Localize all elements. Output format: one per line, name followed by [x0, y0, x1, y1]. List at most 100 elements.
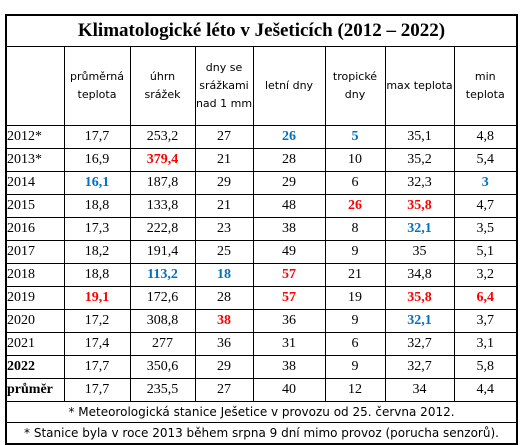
value-cell: 222,8	[129, 217, 196, 241]
value-cell: 4,8	[453, 125, 518, 149]
value-cell: 19	[324, 286, 386, 310]
value-cell: 350,6	[129, 355, 196, 379]
value-cell: 35,8	[384, 286, 455, 310]
value-cell: 17,7	[63, 125, 131, 149]
value-cell: 16,1	[63, 171, 131, 195]
row-label-cell: 2015	[5, 194, 65, 218]
value-cell: 27	[194, 125, 254, 149]
value-cell: 26	[252, 125, 326, 149]
table-row: 2012* 17,7 253,2 27 26 5 35,1 4,8	[5, 125, 518, 149]
value-cell: 18	[194, 263, 254, 287]
value-cell: 31	[252, 332, 326, 356]
value-cell: 38	[194, 309, 254, 333]
column-header: max teplota	[384, 46, 455, 126]
value-cell: 6	[324, 332, 386, 356]
value-cell: 32,3	[384, 171, 455, 195]
table-row: 2016 17,3 222,8 23 38 8 32,1 3,5	[5, 217, 518, 241]
value-cell: 9	[324, 355, 386, 379]
value-cell: 28	[194, 286, 254, 310]
value-cell: 12	[324, 378, 386, 402]
value-cell: 21	[324, 263, 386, 287]
table-row: 2022 17,7 350,6 29 38 9 32,7 5,8	[5, 355, 518, 379]
value-cell: 8	[324, 217, 386, 241]
value-cell: 379,4	[129, 148, 196, 172]
value-cell: 3	[453, 171, 518, 195]
value-cell: 6	[324, 171, 386, 195]
value-cell: 6,4	[453, 286, 518, 310]
value-cell: 27	[194, 378, 254, 402]
row-label-cell: 2021	[5, 332, 65, 356]
table-row: 2019 19,1 172,6 28 57 19 35,8 6,4	[5, 286, 518, 310]
value-cell: 49	[252, 240, 326, 264]
value-cell: 25	[194, 240, 254, 264]
value-cell: 9	[324, 240, 386, 264]
value-cell: 5,4	[453, 148, 518, 172]
row-label-cell: 2019	[5, 286, 65, 310]
footnote: * Meteorologická stanice Ješetice v prov…	[5, 401, 518, 423]
value-cell: 5,1	[453, 240, 518, 264]
value-cell: 23	[194, 217, 254, 241]
value-cell: 5,8	[453, 355, 518, 379]
value-cell: 34	[384, 378, 455, 402]
value-cell: 32,1	[384, 309, 455, 333]
value-cell: 21	[194, 194, 254, 218]
value-cell: 10	[324, 148, 386, 172]
value-cell: 38	[252, 355, 326, 379]
value-cell: 19,1	[63, 286, 131, 310]
value-cell: 9	[324, 309, 386, 333]
value-cell: 277	[129, 332, 196, 356]
value-cell: 17,2	[63, 309, 131, 333]
value-cell: 187,8	[129, 171, 196, 195]
value-cell: 18,8	[63, 194, 131, 218]
column-header: tropické dny	[324, 46, 386, 126]
value-cell: 191,4	[129, 240, 196, 264]
table-row: 2020 17,2 308,8 38 36 9 32,1 3,7	[5, 309, 518, 333]
table-row: 2015 18,8 133,8 21 48 26 35,8 4,7	[5, 194, 518, 218]
value-cell: 3,1	[453, 332, 518, 356]
footnote: * Stanice byla v roce 2013 během srpna 9…	[5, 422, 518, 445]
row-label-cell: 2022	[5, 355, 65, 379]
value-cell: 18,8	[63, 263, 131, 287]
value-cell: 26	[324, 194, 386, 218]
value-cell: 172,6	[129, 286, 196, 310]
value-cell: 308,8	[129, 309, 196, 333]
value-cell: 21	[194, 148, 254, 172]
value-cell: 40	[252, 378, 326, 402]
value-cell: 253,2	[129, 125, 196, 149]
table-row: 2014 16,1 187,8 29 29 6 32,3 3	[5, 171, 518, 195]
value-cell: 38	[252, 217, 326, 241]
value-cell: 36	[194, 332, 254, 356]
value-cell: 17,7	[63, 378, 131, 402]
value-cell: 3,5	[453, 217, 518, 241]
value-cell: 28	[252, 148, 326, 172]
value-cell: 32,7	[384, 332, 455, 356]
value-cell: 34,8	[384, 263, 455, 287]
value-cell: 113,2	[129, 263, 196, 287]
value-cell: 35	[384, 240, 455, 264]
table-row: 2021 17,4 277 36 31 6 32,7 3,1	[5, 332, 518, 356]
column-header: úhrn srážek	[129, 46, 196, 126]
row-label-cell: 2012*	[5, 125, 65, 149]
column-header: letní dny	[252, 46, 326, 126]
value-cell: 18,2	[63, 240, 131, 264]
column-header: dny se srážkami nad 1 mm	[194, 46, 254, 126]
table-row: 2018 18,8 113,2 18 57 21 34,8 3,2	[5, 263, 518, 287]
value-cell: 32,7	[384, 355, 455, 379]
value-cell: 17,7	[63, 355, 131, 379]
value-cell: 17,3	[63, 217, 131, 241]
column-header: min teplota	[453, 46, 518, 126]
value-cell: 35,8	[384, 194, 455, 218]
summer-climate-table: Klimatologické léto v Ješeticích (2012 –…	[5, 14, 518, 445]
value-cell: 16,9	[63, 148, 131, 172]
value-cell: 235,5	[129, 378, 196, 402]
value-cell: 35,2	[384, 148, 455, 172]
value-cell: 29	[252, 171, 326, 195]
row-label-cell: 2020	[5, 309, 65, 333]
value-cell: 4,7	[453, 194, 518, 218]
value-cell: 57	[252, 286, 326, 310]
value-cell: 48	[252, 194, 326, 218]
value-cell: 57	[252, 263, 326, 287]
table-row: 2013* 16,9 379,4 21 28 10 35,2 5,4	[5, 148, 518, 172]
value-cell: 133,8	[129, 194, 196, 218]
value-cell: 3,2	[453, 263, 518, 287]
